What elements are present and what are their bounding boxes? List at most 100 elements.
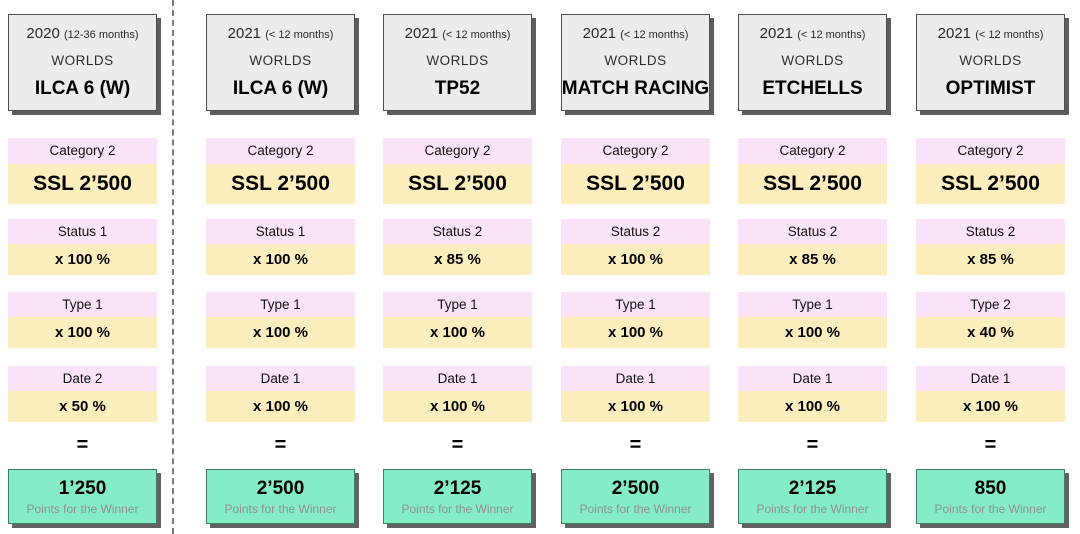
factor-multiplier: SSL 2’500: [916, 164, 1065, 204]
factor-multiplier: x 50 %: [8, 391, 157, 422]
factor-label: Category 2: [738, 138, 887, 164]
event-level: WORLDS: [604, 52, 667, 68]
factor-category: Category 2 SSL 2’500: [561, 138, 710, 204]
event-level: WORLDS: [51, 52, 114, 68]
event-header-box: 2021 (< 12 months) WORLDS OPTIMIST: [916, 14, 1065, 111]
factor-multiplier: x 100 %: [206, 317, 355, 348]
event-recency: (< 12 months): [265, 29, 334, 42]
factor-date: Date 1 x 100 %: [561, 366, 710, 422]
points-caption: Points for the Winner: [26, 501, 139, 516]
event-class: MATCH RACING: [561, 77, 710, 99]
factor-label: Category 2: [383, 138, 532, 164]
event-column: 2021 (< 12 months) WORLDS ETCHELLS Categ…: [738, 0, 887, 534]
event-column: 2021 (< 12 months) WORLDS TP52 Category …: [383, 0, 532, 534]
factor-label: Status 2: [738, 219, 887, 244]
points-result-box: 2’125 Points for the Winner: [383, 469, 532, 524]
factor-date: Date 1 x 100 %: [383, 366, 532, 422]
factor-multiplier: SSL 2’500: [561, 164, 710, 204]
equals-sign: =: [274, 434, 287, 456]
factor-type: Type 2 x 40 %: [916, 292, 1065, 348]
factor-status: Status 2 x 100 %: [561, 219, 710, 275]
factor-type: Type 1 x 100 %: [383, 292, 532, 348]
event-level: WORLDS: [426, 52, 489, 68]
factor-multiplier: x 100 %: [738, 317, 887, 348]
factor-label: Date 1: [916, 366, 1065, 391]
points-caption: Points for the Winner: [401, 501, 514, 516]
event-year-period: 2021 (< 12 months): [405, 25, 511, 42]
factor-multiplier: x 100 %: [8, 317, 157, 348]
factor-category: Category 2 SSL 2’500: [383, 138, 532, 204]
event-class: ILCA 6 (W): [34, 77, 131, 99]
points-value: 2’500: [611, 477, 660, 499]
factor-type: Type 1 x 100 %: [561, 292, 710, 348]
event-class: ETCHELLS: [762, 77, 863, 99]
event-year: 2021: [227, 25, 262, 43]
factor-label: Date 1: [738, 366, 887, 391]
factor-label: Category 2: [206, 138, 355, 164]
factor-multiplier: SSL 2’500: [8, 164, 157, 204]
factor-date: Date 1 x 100 %: [206, 366, 355, 422]
factor-multiplier: SSL 2’500: [206, 164, 355, 204]
factor-type: Type 1 x 100 %: [206, 292, 355, 348]
factor-label: Type 1: [561, 292, 710, 317]
factor-status: Status 1 x 100 %: [206, 219, 355, 275]
factor-date: Date 1 x 100 %: [738, 366, 887, 422]
factor-multiplier: x 100 %: [916, 391, 1065, 422]
event-year-period: 2020 (12-36 months): [26, 25, 138, 42]
factor-multiplier: x 100 %: [206, 391, 355, 422]
points-result-box: 1’250 Points for the Winner: [8, 469, 157, 524]
factor-multiplier: x 85 %: [383, 244, 532, 275]
factor-multiplier: x 85 %: [738, 244, 887, 275]
equals-sign: =: [806, 434, 819, 456]
event-column: 2021 (< 12 months) WORLDS ILCA 6 (W) Cat…: [206, 0, 355, 534]
equals-sign: =: [451, 434, 464, 456]
event-header-box: 2021 (< 12 months) WORLDS TP52: [383, 14, 532, 111]
factor-multiplier: x 40 %: [916, 317, 1065, 348]
factor-label: Date 1: [206, 366, 355, 391]
factor-multiplier: x 100 %: [383, 391, 532, 422]
event-recency: (12-36 months): [63, 29, 139, 42]
factor-label: Status 1: [206, 219, 355, 244]
factor-multiplier: SSL 2’500: [383, 164, 532, 204]
factor-status: Status 1 x 100 %: [8, 219, 157, 275]
event-year-period: 2021 (< 12 months): [228, 25, 334, 42]
factor-label: Date 2: [8, 366, 157, 391]
event-column: 2020 (12-36 months) WORLDS ILCA 6 (W) Ca…: [8, 0, 157, 534]
event-year: 2021: [582, 25, 617, 43]
factor-multiplier: x 100 %: [738, 391, 887, 422]
factor-category: Category 2 SSL 2’500: [206, 138, 355, 204]
event-year-period: 2021 (< 12 months): [938, 25, 1044, 42]
factor-label: Type 1: [383, 292, 532, 317]
points-value: 2’125: [433, 477, 482, 499]
factor-label: Type 1: [738, 292, 887, 317]
event-class: ILCA 6 (W): [232, 77, 329, 99]
factor-label: Date 1: [561, 366, 710, 391]
event-year-period: 2021 (< 12 months): [760, 25, 866, 42]
factor-label: Status 1: [8, 219, 157, 244]
event-year: 2021: [937, 25, 972, 43]
event-column: 2021 (< 12 months) WORLDS MATCH RACING C…: [561, 0, 710, 534]
factor-date: Date 2 x 50 %: [8, 366, 157, 422]
equals-sign: =: [984, 434, 997, 456]
points-value: 1’250: [58, 477, 107, 499]
points-caption: Points for the Winner: [579, 501, 692, 516]
factor-date: Date 1 x 100 %: [916, 366, 1065, 422]
equals-sign: =: [629, 434, 642, 456]
factor-label: Type 1: [206, 292, 355, 317]
factor-multiplier: x 100 %: [8, 244, 157, 275]
event-level: WORLDS: [781, 52, 844, 68]
points-value: 2’500: [256, 477, 305, 499]
event-year: 2021: [759, 25, 794, 43]
event-level: WORLDS: [249, 52, 312, 68]
factor-multiplier: x 100 %: [383, 317, 532, 348]
points-value: 850: [974, 477, 1007, 499]
factor-label: Status 2: [383, 219, 532, 244]
factor-multiplier: x 100 %: [206, 244, 355, 275]
factor-category: Category 2 SSL 2’500: [916, 138, 1065, 204]
event-year: 2021: [404, 25, 439, 43]
event-header-box: 2021 (< 12 months) WORLDS ETCHELLS: [738, 14, 887, 111]
event-year: 2020: [26, 25, 60, 43]
points-result-box: 2’500 Points for the Winner: [206, 469, 355, 524]
factor-label: Status 2: [561, 219, 710, 244]
factor-label: Status 2: [916, 219, 1065, 244]
